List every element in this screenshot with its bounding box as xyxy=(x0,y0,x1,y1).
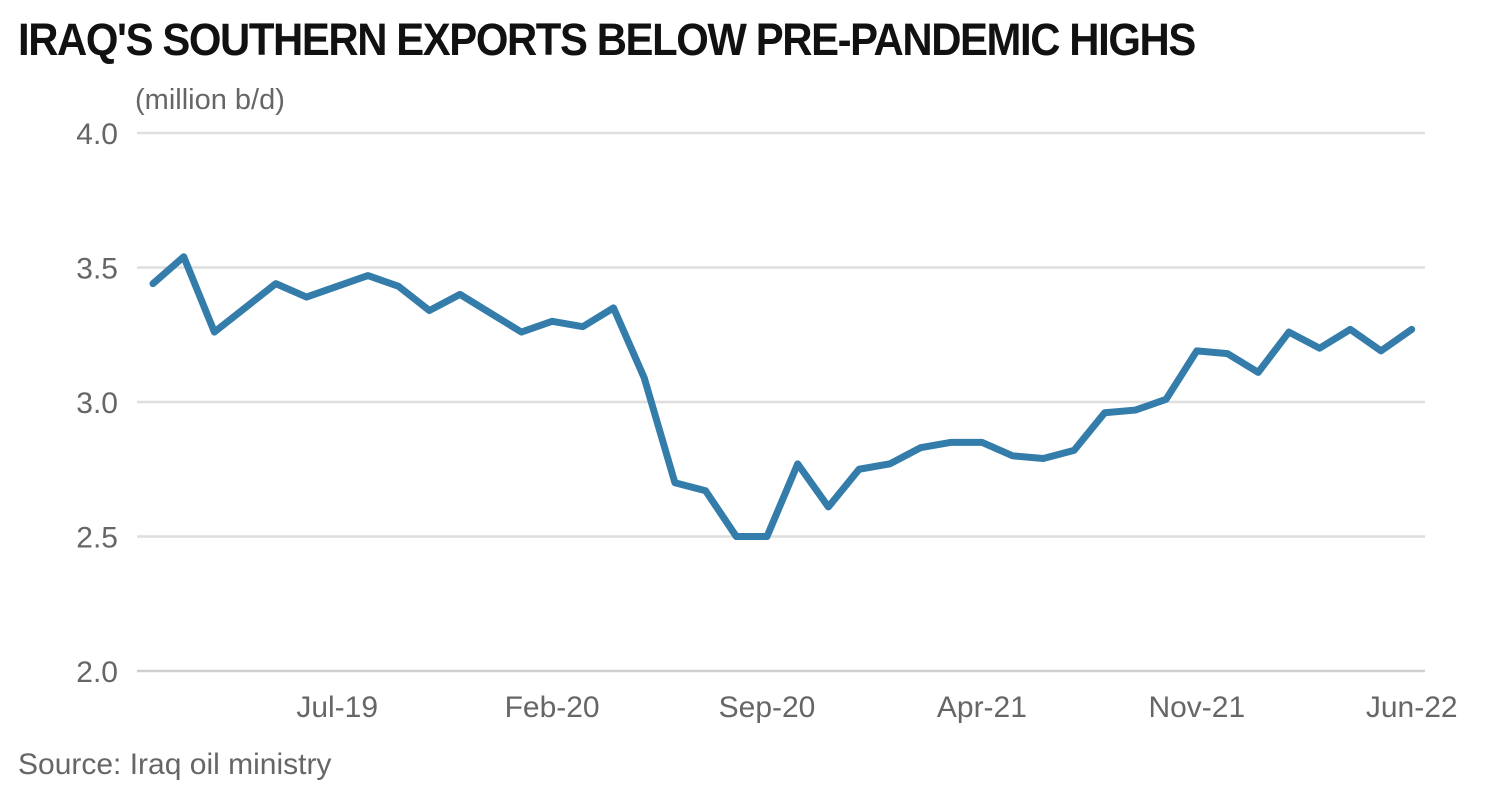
series-line xyxy=(149,253,1416,540)
x-tick-label: Nov-21 xyxy=(1148,691,1245,724)
source-note: Source: Iraq oil ministry xyxy=(18,748,332,781)
y-tick-label: 3.0 xyxy=(76,387,118,420)
y-tick-label: 2.0 xyxy=(76,656,118,689)
x-tick-label: Apr-21 xyxy=(937,691,1027,724)
y-tick-label: 2.5 xyxy=(76,522,118,555)
y-tick-label: 3.5 xyxy=(76,253,118,286)
chart-title: IRAQ'S SOUTHERN EXPORTS BELOW PRE-PANDEM… xyxy=(18,14,1196,65)
x-tick-label: Sep-20 xyxy=(719,691,816,724)
y-axis-unit-label: (million b/d) xyxy=(135,84,285,116)
x-tick-label: Jul-19 xyxy=(296,691,378,724)
x-tick-label: Feb-20 xyxy=(505,691,600,724)
x-tick-label: Jun-22 xyxy=(1366,691,1458,724)
y-tick-label: 4.0 xyxy=(76,118,118,151)
